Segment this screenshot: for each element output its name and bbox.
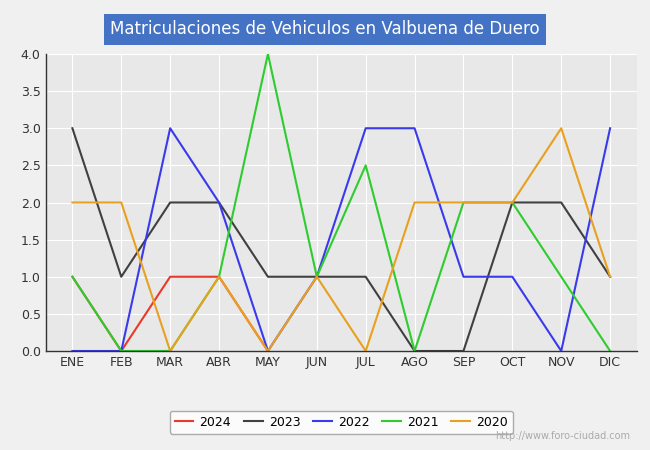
2022 <box>118 348 125 354</box>
2020 <box>215 274 223 279</box>
2022 <box>557 348 565 354</box>
2021 <box>118 348 125 354</box>
2021 <box>215 274 223 279</box>
2021 <box>508 200 516 205</box>
2023 <box>460 348 467 354</box>
2023 <box>118 274 125 279</box>
Text: Matriculaciones de Vehiculos en Valbuena de Duero: Matriculaciones de Vehiculos en Valbuena… <box>111 20 540 38</box>
2021 <box>264 51 272 57</box>
2023 <box>557 200 565 205</box>
2023 <box>606 274 614 279</box>
2024 <box>166 274 174 279</box>
2022 <box>411 126 419 131</box>
2023 <box>411 348 419 354</box>
2022 <box>508 274 516 279</box>
2022 <box>68 348 76 354</box>
2022 <box>362 126 370 131</box>
2022 <box>460 274 467 279</box>
2020 <box>68 200 76 205</box>
2020 <box>460 200 467 205</box>
2021 <box>557 274 565 279</box>
2023 <box>215 200 223 205</box>
2023 <box>508 200 516 205</box>
Line: 2023: 2023 <box>72 128 610 351</box>
2022 <box>215 200 223 205</box>
2020 <box>118 200 125 205</box>
Text: http://www.foro-ciudad.com: http://www.foro-ciudad.com <box>495 431 630 441</box>
Legend: 2024, 2023, 2022, 2021, 2020: 2024, 2023, 2022, 2021, 2020 <box>170 411 513 434</box>
2023 <box>362 274 370 279</box>
Line: 2024: 2024 <box>72 277 268 351</box>
2021 <box>460 200 467 205</box>
2023 <box>264 274 272 279</box>
2024 <box>68 274 76 279</box>
2020 <box>557 126 565 131</box>
2020 <box>313 274 320 279</box>
2023 <box>166 200 174 205</box>
2021 <box>411 348 419 354</box>
2022 <box>606 126 614 131</box>
Line: 2021: 2021 <box>72 54 610 351</box>
Line: 2022: 2022 <box>72 128 610 351</box>
Line: 2020: 2020 <box>72 128 610 351</box>
2021 <box>166 348 174 354</box>
2022 <box>166 126 174 131</box>
2022 <box>313 274 320 279</box>
2022 <box>264 348 272 354</box>
2020 <box>411 200 419 205</box>
2021 <box>362 163 370 168</box>
2024 <box>215 274 223 279</box>
2020 <box>264 348 272 354</box>
2021 <box>313 274 320 279</box>
2023 <box>313 274 320 279</box>
2023 <box>68 126 76 131</box>
2021 <box>606 348 614 354</box>
2020 <box>508 200 516 205</box>
2020 <box>606 274 614 279</box>
2020 <box>362 348 370 354</box>
2024 <box>264 348 272 354</box>
2020 <box>166 348 174 354</box>
2024 <box>118 348 125 354</box>
2021 <box>68 274 76 279</box>
